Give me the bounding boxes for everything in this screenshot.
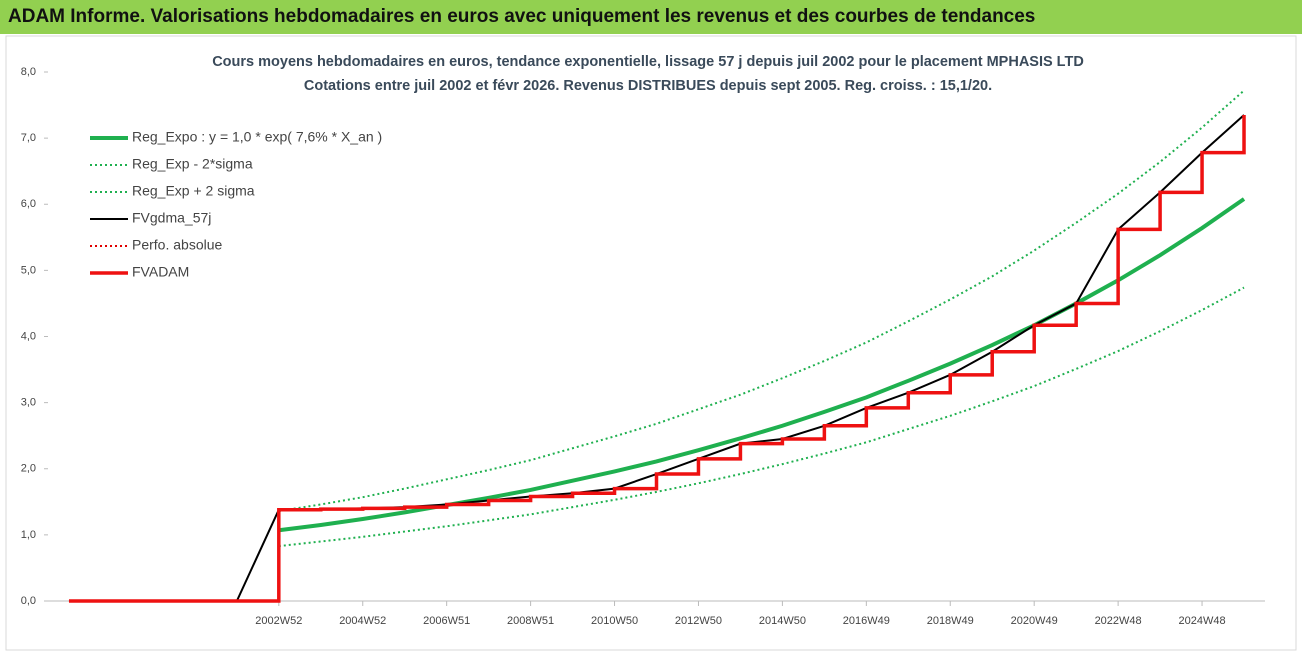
x-tick-label: 2012W50 (675, 615, 722, 627)
x-tick-label: 2014W50 (759, 615, 806, 627)
x-tick-label: 2002W52 (255, 615, 302, 627)
y-tick-label: 8,0 (21, 66, 36, 78)
x-tick-label: 2022W48 (1095, 615, 1142, 627)
legend-label: Reg_Exp - 2*sigma (132, 156, 253, 172)
y-tick-label: 3,0 (21, 397, 36, 409)
legend-label: Reg_Exp + 2 sigma (132, 183, 255, 199)
y-tick-label: 5,0 (21, 264, 36, 276)
y-tick-label: 4,0 (21, 330, 36, 342)
chart: Cours moyens hebdomadaires en euros, ten… (5, 35, 1297, 651)
y-tick-label: 1,0 (21, 529, 36, 541)
y-tick-label: 6,0 (21, 198, 36, 210)
x-tick-label: 2018W49 (927, 615, 974, 627)
x-tick-label: 2010W50 (591, 615, 638, 627)
chart-subtitle: Cotations entre juil 2002 et févr 2026. … (304, 78, 992, 94)
legend-label: Perfo. absolue (132, 237, 222, 253)
x-tick-label: 2004W52 (339, 615, 386, 627)
y-tick-label: 7,0 (21, 132, 36, 144)
y-tick-label: 0,0 (21, 595, 36, 607)
x-tick-label: 2016W49 (843, 615, 890, 627)
series-line (278, 286, 1245, 548)
chart-title: Cours moyens hebdomadaires en euros, ten… (212, 54, 1084, 70)
chart-frame (5, 35, 1297, 651)
x-tick-label: 2006W51 (423, 615, 470, 627)
header-title: ADAM Informe. Valorisations hebdomadaire… (0, 0, 1302, 34)
x-tick-label: 2008W51 (507, 615, 554, 627)
series-line (68, 114, 1246, 603)
x-tick-label: 2020W49 (1011, 615, 1058, 627)
legend-label: FVADAM (132, 264, 189, 280)
legend-label: FVgdma_57j (132, 210, 211, 226)
x-tick-label: 2024W48 (1179, 615, 1226, 627)
y-tick-label: 2,0 (21, 463, 36, 475)
legend-label: Reg_Expo : y = 1,0 * exp( 7,6% * X_an ) (132, 129, 382, 145)
